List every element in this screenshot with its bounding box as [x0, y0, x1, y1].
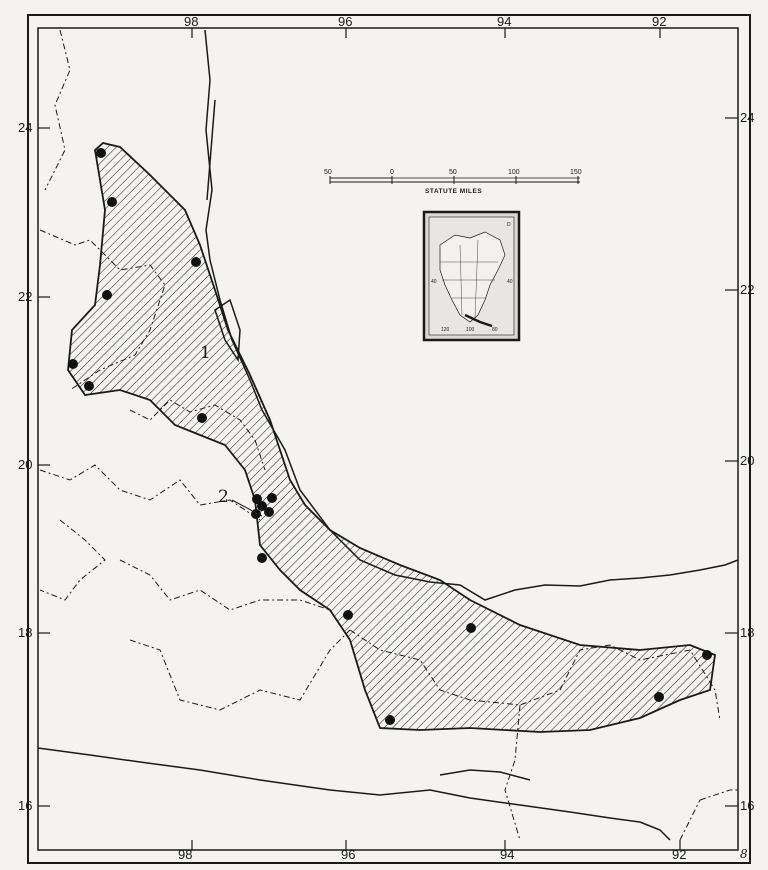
longitude-label-top-92: 92 — [652, 14, 666, 29]
range-label-1: 1 — [200, 343, 211, 363]
scale-tick-0: 0 — [390, 169, 394, 176]
site-point — [197, 413, 207, 423]
inset-label-120: 120 — [441, 327, 450, 333]
inset-north-america-map: D 40 40 120 100 80 — [422, 210, 521, 342]
scale-tick-100: 100 — [508, 169, 520, 176]
latitude-label-left-16: 16 — [18, 798, 32, 813]
scale-title: STATUTE MILES — [425, 188, 482, 195]
longitude-label-top-94: 94 — [497, 14, 511, 29]
inset-label-40-left: 40 — [431, 279, 437, 285]
site-point — [702, 650, 712, 660]
species-range-area — [67, 142, 716, 733]
site-point — [107, 197, 117, 207]
longitude-label-bottom-98: 98 — [178, 847, 192, 862]
latitude-label-right-22: 22 — [740, 282, 754, 297]
site-point — [267, 493, 277, 503]
graticule-ticks — [38, 28, 738, 850]
site-point — [252, 494, 262, 504]
site-point — [191, 257, 201, 267]
inset-label-40-right: 40 — [507, 279, 513, 285]
latitude-label-left-22: 22 — [18, 289, 32, 304]
site-point — [264, 507, 274, 517]
latitude-label-left-20: 20 — [18, 457, 32, 472]
site-point — [102, 290, 112, 300]
longitude-label-top-96: 96 — [338, 14, 352, 29]
latitude-label-left-18: 18 — [18, 625, 32, 640]
collection-sites — [68, 148, 712, 725]
site-point — [343, 610, 353, 620]
site-point — [257, 501, 267, 511]
inset-label-100: 100 — [466, 327, 475, 333]
site-point — [68, 359, 78, 369]
longitude-label-bottom-92: 92 — [672, 847, 686, 862]
longitude-label-top-98: 98 — [184, 14, 198, 29]
latitude-label-right-24: 24 — [740, 110, 754, 125]
latitude-label-left-24: 24 — [18, 120, 32, 135]
site-point — [84, 381, 94, 391]
site-point — [385, 715, 395, 725]
map-outer-frame — [27, 14, 751, 864]
site-point — [466, 623, 476, 633]
scale-tick-150: 150 — [570, 169, 582, 176]
site-point — [654, 692, 664, 702]
scale-bar: 50 0 50 100 150 STATUTE MILES — [324, 169, 582, 195]
longitude-label-bottom-96: 96 — [341, 847, 355, 862]
site-point — [96, 148, 106, 158]
corner-mark: 8 — [740, 847, 748, 861]
latitude-label-right-18: 18 — [740, 625, 754, 640]
site-point — [257, 553, 267, 563]
inset-label-80: 80 — [492, 327, 498, 333]
inset-label-d: D — [507, 222, 511, 228]
map-inner-frame — [37, 27, 739, 851]
latitude-label-right-20: 20 — [740, 453, 754, 468]
latitude-label-right-16: 16 — [740, 798, 754, 813]
scale-tick-50-left: 50 — [324, 169, 332, 176]
scale-tick-50: 50 — [449, 169, 457, 176]
range-label-2-leader — [231, 499, 263, 517]
range-label-2: 2 — [218, 487, 229, 507]
longitude-label-bottom-94: 94 — [500, 847, 514, 862]
